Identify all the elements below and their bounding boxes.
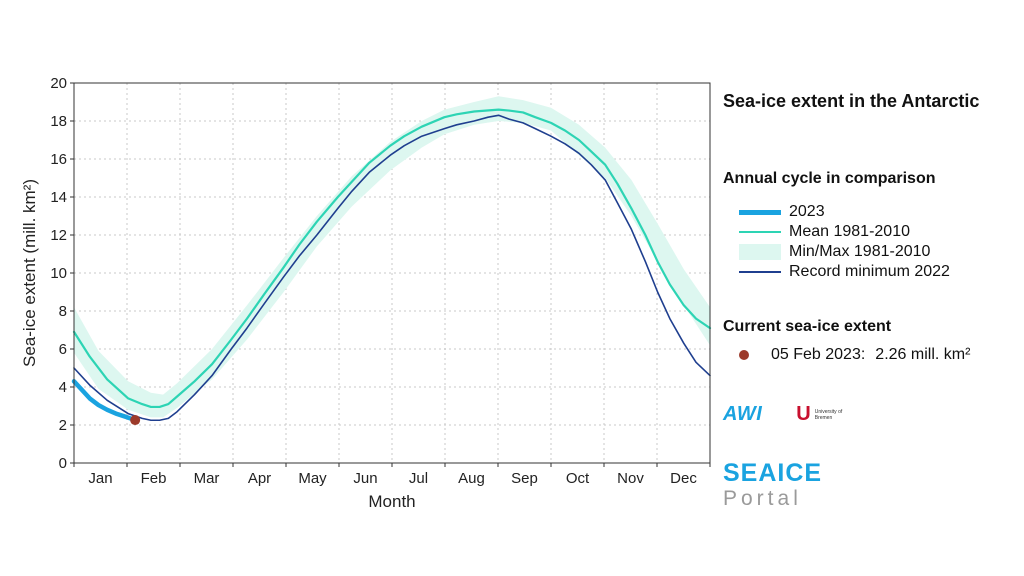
legend-swatch-2023 — [739, 204, 781, 220]
series-lines-layer — [71, 108, 712, 423]
portal-brand[interactable]: Portal — [723, 487, 802, 510]
legend-label-2023: 2023 — [789, 203, 825, 220]
current-extent-heading: Current sea-ice extent — [723, 318, 892, 335]
partner-logos: AWI U University of Bremen — [723, 403, 849, 426]
x-tick-label: Mar — [194, 470, 220, 487]
current-point — [130, 415, 141, 426]
legend-item-minmax: Min/Max 1981-2010 — [739, 242, 930, 262]
awi-logo[interactable]: AWI — [723, 403, 763, 425]
x-tick-label: Sep — [511, 470, 538, 487]
y-tick-label: 14 — [50, 189, 67, 206]
x-tick-labels: Jan Feb Mar Apr May Jun Jul Aug Sep Oct Nov Dec — [73, 463, 711, 487]
uni-bremen-mark-icon: U — [796, 403, 811, 425]
legend-item-2023: 2023 — [739, 202, 825, 222]
legend-label-mean: Mean 1981-2010 — [789, 223, 910, 240]
y-tick-label: 4 — [59, 379, 67, 396]
x-axis-title: Month — [368, 492, 415, 511]
uni-bremen-logo[interactable]: U University of Bremen — [796, 403, 848, 426]
legend-label-minmax: Min/Max 1981-2010 — [789, 243, 931, 260]
x-tick-label: Apr — [248, 470, 271, 487]
x-tick-label: Jul — [409, 470, 428, 487]
current-point-marker-icon — [739, 350, 749, 360]
y-axis-title: Sea-ice extent (mill. km²) — [20, 179, 39, 367]
y-tick-label: 18 — [50, 113, 67, 130]
current-extent-row: 05 Feb 2023: 2.26 mill. km² — [739, 346, 970, 364]
y-tick-label: 2 — [59, 417, 67, 434]
x-tick-label: May — [298, 470, 327, 487]
legend-swatch-mean — [739, 224, 781, 240]
y-tick-label: 6 — [59, 341, 67, 358]
y-tick-labels: 0 2 4 6 8 10 12 14 16 18 20 — [50, 75, 74, 472]
legend-label-record: Record minimum 2022 — [789, 263, 950, 280]
y-tick-label: 16 — [50, 151, 67, 168]
y-tick-label: 8 — [59, 303, 67, 320]
x-tick-label: Jun — [353, 470, 377, 487]
x-tick-label: Feb — [141, 470, 167, 487]
series-line-record-minimum-2022 — [73, 114, 711, 422]
y-tick-label: 10 — [50, 265, 67, 282]
current-point-layer — [130, 415, 141, 426]
current-value-label: 2.26 mill. km² — [875, 346, 971, 363]
legend-swatch-minmax — [739, 244, 781, 260]
x-tick-label: Nov — [617, 470, 644, 487]
legend-item-mean: Mean 1981-2010 — [739, 222, 910, 242]
comparison-heading: Annual cycle in comparison — [723, 170, 936, 187]
seaice-brand[interactable]: SEAICE — [723, 459, 823, 487]
current-date-label: 05 Feb 2023: — [771, 346, 866, 363]
x-tick-label: Oct — [566, 470, 590, 487]
y-tick-label: 0 — [59, 455, 67, 472]
y-tick-label: 20 — [50, 75, 67, 92]
legend-item-record: Record minimum 2022 — [739, 262, 950, 282]
series-line-mean-1981-2010 — [72, 108, 712, 409]
chart-title: Sea-ice extent in the Antarctic — [723, 91, 980, 111]
x-tick-label: Jan — [88, 470, 112, 487]
sea-ice-chart: 0 2 4 6 8 10 12 14 16 18 20 Jan Feb Mar Apr May Jun Jul A… — [20, 75, 712, 511]
y-tick-label: 12 — [50, 227, 67, 244]
x-tick-label: Dec — [670, 470, 697, 487]
uni-bremen-text: University of Bremen — [814, 408, 843, 421]
series-line-2023 — [71, 379, 138, 423]
legend-swatch-record — [739, 264, 781, 280]
x-tick-label: Aug — [458, 470, 485, 487]
